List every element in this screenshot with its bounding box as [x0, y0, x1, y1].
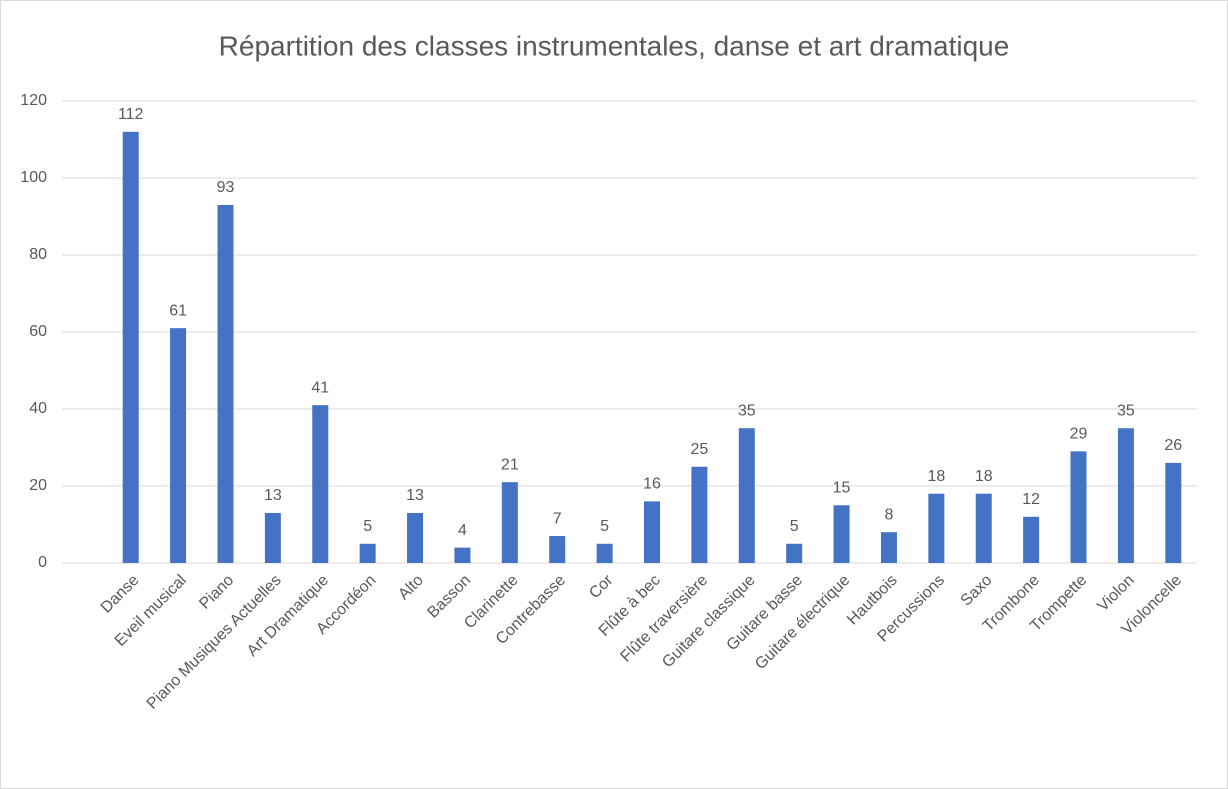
data-label: 5: [363, 518, 372, 535]
bar: [738, 428, 755, 563]
bar: [975, 493, 992, 563]
y-tick-label: 20: [29, 477, 47, 494]
bar: [549, 536, 566, 563]
bar: [928, 493, 945, 563]
bar: [454, 547, 471, 563]
data-label: 15: [833, 479, 851, 496]
y-tick-label: 60: [29, 323, 47, 340]
bar: [359, 543, 376, 563]
y-tick-label: 40: [29, 400, 47, 417]
bar: [644, 501, 660, 563]
bar: [217, 204, 234, 563]
bar: [501, 482, 518, 563]
data-label: 5: [600, 518, 609, 535]
data-label: 35: [738, 402, 756, 419]
bar: [1070, 451, 1087, 563]
bar: [1165, 462, 1182, 563]
bar: [407, 512, 424, 563]
data-label: 41: [311, 379, 329, 396]
data-label: 13: [264, 487, 282, 504]
bar: [264, 512, 281, 563]
bar: [1117, 428, 1134, 563]
bar: [786, 543, 803, 563]
y-tick-label: 0: [38, 554, 47, 571]
data-label: 21: [501, 456, 519, 473]
data-label: 25: [690, 441, 708, 458]
chart-title: Répartition des classes instrumentales, …: [219, 30, 1010, 61]
data-label: 26: [1164, 437, 1182, 454]
data-label: 13: [406, 487, 424, 504]
data-label: 112: [118, 106, 144, 123]
bar: [122, 131, 139, 564]
bar: [880, 532, 897, 563]
bar: [170, 328, 187, 563]
y-tick-label: 120: [20, 92, 47, 109]
data-label: 29: [1070, 426, 1088, 443]
data-label: 16: [643, 476, 661, 493]
data-label: 93: [217, 179, 235, 196]
data-label: 18: [975, 468, 993, 485]
bar: [833, 505, 850, 563]
bar: [691, 466, 708, 563]
bar: [312, 405, 329, 563]
bar: [1023, 516, 1040, 563]
y-tick-label: 100: [20, 169, 47, 186]
data-label: 61: [169, 302, 187, 319]
data-label: 4: [458, 522, 467, 539]
y-tick-label: 80: [29, 246, 47, 263]
data-label: 5: [790, 518, 799, 535]
data-label: 18: [927, 468, 945, 485]
bar: [596, 543, 613, 563]
data-label: 7: [553, 510, 562, 527]
data-label: 12: [1022, 491, 1040, 508]
data-label: 35: [1117, 402, 1135, 419]
data-label: 8: [885, 506, 894, 523]
